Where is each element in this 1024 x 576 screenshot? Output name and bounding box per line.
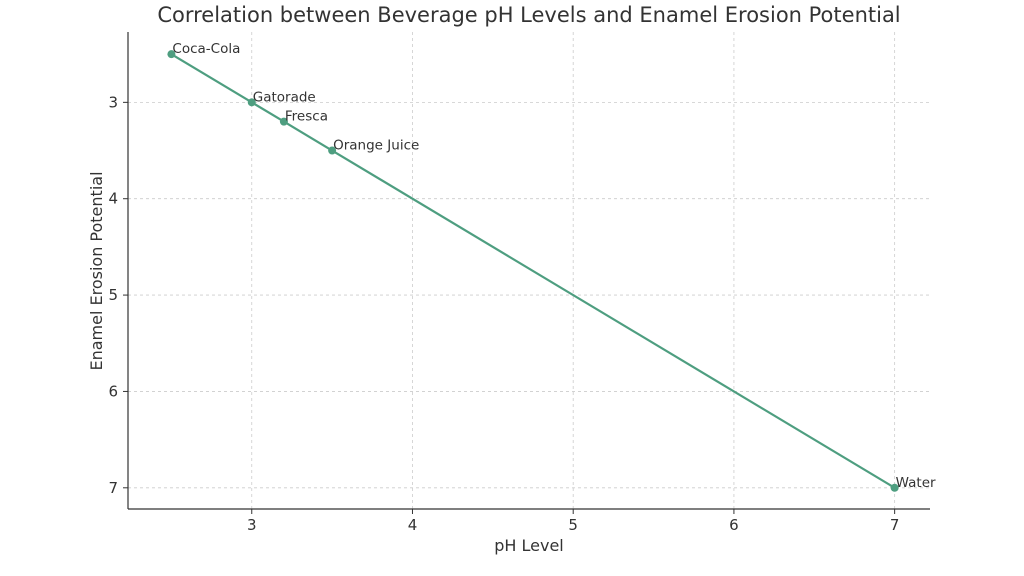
- x-tick-label: 7: [890, 516, 900, 534]
- y-tick-label: 4: [108, 190, 118, 208]
- data-point: [279, 117, 288, 126]
- y-tick-label: 6: [108, 382, 118, 400]
- y-axis-ticks: 3 4 5 6 7: [108, 93, 128, 497]
- point-label: Coca-Cola: [172, 41, 240, 57]
- data-point: [328, 146, 337, 155]
- y-axis-label: Enamel Erosion Potential: [87, 171, 106, 370]
- point-labels: Coca-Cola Gatorade Fresca Orange Juice Water: [172, 41, 936, 491]
- data-point: [890, 483, 899, 492]
- y-tick-label: 5: [108, 286, 118, 304]
- x-tick-label: 4: [408, 516, 418, 534]
- x-tick-label: 3: [247, 516, 257, 534]
- series-line: [170, 53, 896, 489]
- x-tick-label: 5: [568, 516, 578, 534]
- series-group: [167, 50, 899, 492]
- point-label: Fresca: [285, 109, 328, 125]
- x-axis-label: pH Level: [494, 536, 564, 555]
- axes: [127, 32, 930, 510]
- point-label: Gatorade: [253, 89, 316, 105]
- point-label: Water: [896, 475, 936, 491]
- grid: [128, 32, 930, 509]
- x-tick-label: 6: [729, 516, 739, 534]
- data-point: [247, 98, 256, 107]
- data-point: [167, 50, 176, 59]
- y-tick-label: 7: [108, 479, 118, 497]
- y-tick-label: 3: [108, 93, 118, 111]
- point-label: Orange Juice: [333, 138, 419, 154]
- x-axis-ticks: 3 4 5 6 7: [247, 509, 899, 534]
- chart-title: Correlation between Beverage pH Levels a…: [157, 3, 900, 27]
